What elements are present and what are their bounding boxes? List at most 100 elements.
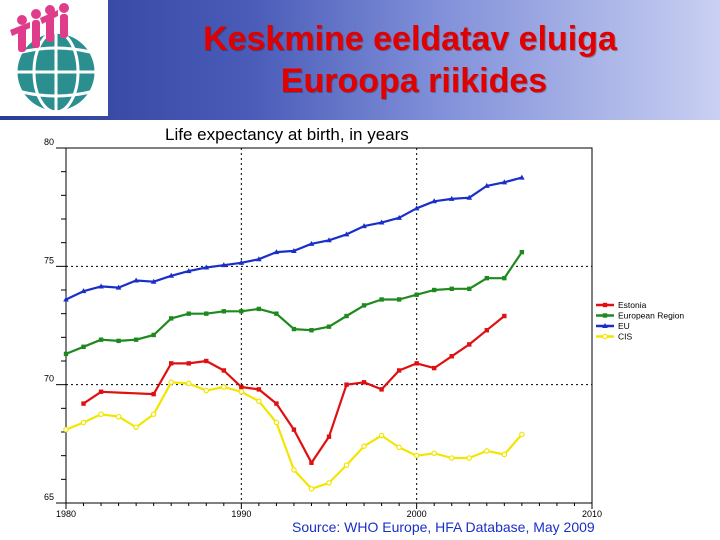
- data-point: [344, 382, 349, 387]
- legend-label: CIS: [618, 332, 633, 342]
- data-point: [221, 262, 227, 268]
- y-tick-label: 75: [44, 255, 54, 265]
- data-point: [81, 401, 86, 406]
- data-point: [484, 182, 490, 188]
- y-tick-label: 80: [44, 137, 54, 147]
- data-point: [98, 337, 104, 342]
- x-tick-label: 2000: [407, 509, 427, 519]
- data-point: [98, 389, 104, 394]
- data-point: [378, 432, 385, 439]
- data-point: [185, 380, 192, 387]
- data-point: [238, 388, 245, 395]
- data-point: [396, 214, 402, 220]
- data-point: [221, 384, 227, 390]
- data-point: [396, 444, 402, 451]
- data-point: [414, 292, 419, 297]
- data-point: [326, 237, 332, 243]
- data-point: [602, 323, 608, 328]
- data-point: [326, 480, 332, 486]
- life-expectancy-chart: Life expectancy at birth, in years 65 70 7…: [44, 125, 684, 535]
- chart-title: Life expectancy at birth, in years: [165, 125, 409, 144]
- data-point: [256, 387, 262, 392]
- data-point: [501, 451, 508, 458]
- x-axis: 1980 1990 2000 2010: [56, 502, 602, 519]
- y-tick-label: 70: [44, 374, 54, 384]
- data-point: [274, 401, 279, 406]
- data-point: [432, 287, 437, 293]
- data-point: [185, 268, 192, 274]
- data-point: [274, 311, 279, 316]
- data-point: [413, 452, 420, 459]
- data-point: [273, 249, 280, 255]
- series-cis: [63, 379, 525, 492]
- data-point: [98, 411, 104, 418]
- data-point: [291, 467, 297, 473]
- data-point: [602, 333, 608, 340]
- legend-label: EU: [618, 321, 630, 331]
- data-point: [361, 380, 367, 385]
- slide-header: Keskmine eeldatav eluiga Euroopa riikide…: [0, 0, 720, 120]
- data-point: [602, 313, 608, 318]
- data-point: [98, 283, 104, 289]
- series-estonia: [81, 313, 507, 465]
- data-point: [483, 448, 490, 454]
- data-point: [273, 419, 280, 426]
- data-point: [256, 256, 262, 262]
- y-tick-label: 65: [44, 492, 54, 502]
- data-point: [326, 434, 332, 439]
- data-point: [256, 398, 262, 405]
- data-point: [344, 313, 349, 319]
- data-point: [168, 272, 174, 278]
- data-point: [361, 303, 367, 308]
- data-point: [186, 361, 191, 366]
- data-point: [150, 411, 157, 418]
- data-point: [431, 450, 438, 457]
- data-point: [204, 358, 209, 364]
- data-point: [116, 338, 121, 344]
- data-point: [256, 306, 262, 312]
- slide-title-line1: Keskmine eeldatav eluiga: [203, 20, 617, 58]
- data-point: [449, 354, 454, 359]
- data-point: [378, 219, 385, 225]
- data-point: [379, 387, 384, 392]
- data-point: [519, 174, 525, 180]
- data-point: [203, 264, 210, 270]
- data-point: [449, 286, 454, 292]
- data-point: [466, 455, 473, 461]
- data-point: [361, 443, 367, 450]
- x-tick-label: 1990: [231, 509, 251, 519]
- series-eu: [63, 174, 525, 302]
- data-point: [291, 247, 297, 253]
- data-point: [467, 342, 472, 347]
- data-point: [602, 302, 608, 308]
- data-point: [151, 391, 156, 397]
- data-point: [133, 277, 139, 283]
- data-point: [291, 326, 297, 332]
- data-point: [343, 462, 350, 468]
- data-point: [63, 426, 69, 433]
- series-european-region: [63, 249, 525, 357]
- data-point: [519, 431, 525, 438]
- data-point: [115, 413, 122, 420]
- data-point: [239, 309, 244, 314]
- data-point: [150, 278, 157, 284]
- data-point: [238, 259, 245, 265]
- data-point: [309, 328, 314, 333]
- data-point: [467, 286, 472, 292]
- logo: [0, 0, 108, 116]
- x-tick-label: 2010: [582, 509, 602, 519]
- data-point: [343, 231, 350, 237]
- grid-lines: [66, 148, 592, 503]
- data-point: [414, 361, 419, 366]
- data-point: [63, 351, 69, 357]
- data-point: [221, 368, 226, 373]
- who-globe-people-logo-icon: [10, 3, 98, 114]
- data-point: [432, 365, 437, 371]
- data-point: [80, 288, 87, 294]
- data-point: [519, 249, 525, 255]
- data-point: [291, 427, 297, 432]
- data-point: [80, 419, 87, 426]
- data-point: [484, 328, 489, 333]
- data-point: [413, 205, 420, 211]
- data-point: [308, 240, 315, 246]
